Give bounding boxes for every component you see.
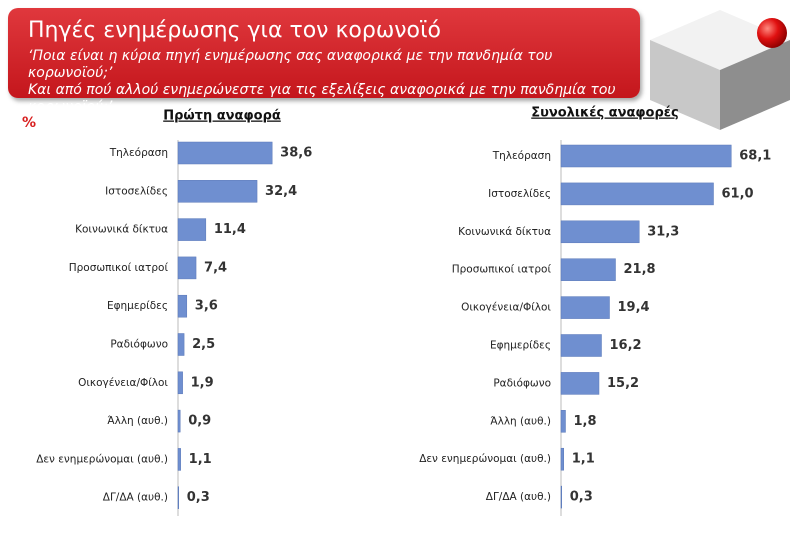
value-label: 11,4 (214, 222, 246, 237)
bar (177, 333, 185, 356)
value-label: 32,4 (265, 184, 297, 199)
value-label: 38,6 (280, 146, 312, 161)
category-label: ΔΓ/ΔΑ (αυθ.) (486, 491, 551, 503)
value-label: 16,2 (610, 338, 642, 353)
subtitle-line: ‘Ποια είναι η κύρια πηγή ενημέρωσης σας … (28, 48, 553, 81)
category-label: Άλλη (αυθ.) (107, 415, 168, 427)
category-label: Κοινωνικά δίκτυα (75, 224, 168, 236)
value-label: 15,2 (607, 376, 639, 391)
value-label: 0,9 (188, 414, 211, 429)
bar (177, 371, 183, 395)
bar (560, 182, 714, 206)
title: Πηγές ενημέρωσης για τον κορωνοϊό (28, 18, 441, 43)
category-label: Οικογένεια/Φίλοι (461, 302, 551, 314)
bar (560, 447, 564, 471)
value-label: 31,3 (647, 224, 679, 239)
category-label: Τηλεόραση (109, 147, 168, 159)
category-label: Εφημερίδες (490, 340, 551, 352)
category-label: Άλλη (αυθ.) (490, 415, 551, 427)
value-label: 21,8 (624, 262, 656, 277)
value-label: 1,8 (574, 414, 597, 429)
value-label: 3,6 (195, 299, 218, 314)
category-label: Προσωπικοί ιατροί (69, 262, 169, 274)
bar (560, 296, 610, 319)
category-label: Ραδιόφωνο (493, 377, 551, 389)
unit-label: % (22, 115, 36, 131)
bar (177, 180, 258, 203)
category-label: Εφημερίδες (107, 300, 168, 312)
category-label: Κοινωνικά δίκτυα (458, 226, 551, 238)
category-label: Ιστοσελίδες (105, 185, 168, 197)
category-label: Οικογένεια/Φίλοι (78, 377, 168, 389)
category-label: Δεν ενημερώνομαι (αυθ.) (36, 453, 168, 465)
bar (177, 486, 179, 509)
value-label: 0,3 (570, 490, 593, 505)
value-label: 61,0 (722, 186, 754, 201)
bar (560, 410, 566, 433)
value-label: 68,1 (739, 149, 771, 164)
value-label: 1,1 (189, 452, 212, 467)
chart-title: Πρώτη αναφορά (163, 109, 281, 124)
value-label: 2,5 (192, 337, 215, 352)
header-banner: Πηγές ενημέρωσης για τον κορωνοϊό ‘Ποια … (8, 8, 640, 115)
category-label: Δεν ενημερώνομαι (αυθ.) (419, 453, 551, 465)
bar (560, 485, 562, 509)
category-label: Ραδιόφωνο (110, 339, 168, 351)
bar (177, 218, 207, 241)
value-label: 0,3 (187, 490, 210, 505)
category-label: Ιστοσελίδες (488, 188, 551, 200)
bar (560, 258, 616, 281)
value-label: 1,1 (572, 452, 595, 467)
category-label: Τηλεόραση (492, 150, 551, 162)
cube-decoration (650, 10, 790, 130)
bar (177, 256, 197, 280)
bar (560, 334, 602, 357)
bar (177, 141, 273, 165)
value-label: 1,9 (191, 375, 214, 390)
value-label: 19,4 (618, 300, 650, 315)
value-label: 7,4 (204, 260, 227, 275)
chart-title: Συνολικές αναφορές (531, 106, 679, 121)
subtitle-line: Και από πού αλλού ενημερώνεστε για τις ε… (28, 82, 616, 115)
bar (560, 372, 600, 395)
category-label: Προσωπικοί ιατροί (452, 264, 552, 276)
subtitle: ‘Ποια είναι η κύρια πηγή ενημέρωσης σας … (28, 48, 638, 116)
bar (560, 220, 640, 244)
bar (177, 294, 188, 318)
category-label: ΔΓ/ΔΑ (αυθ.) (103, 492, 168, 504)
bar (560, 144, 732, 168)
bar (177, 448, 181, 471)
bar (177, 409, 181, 433)
